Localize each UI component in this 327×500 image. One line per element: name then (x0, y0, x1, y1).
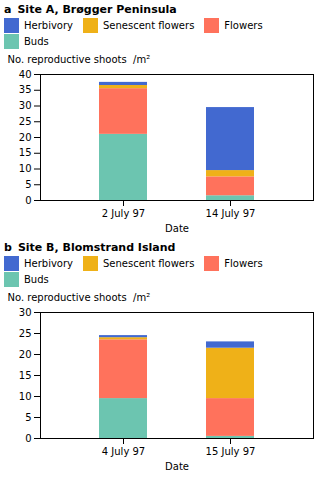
html-text:Senescent flowers: Senescent flowers (103, 257, 195, 269)
svg-text:10: 10 (19, 163, 32, 174)
html-text:Buds: Buds (24, 36, 49, 48)
svg-text:35: 35 (19, 84, 32, 95)
svg-text:5: 5 (25, 412, 31, 423)
html-text:Site B, Blomstrand Island: Site B, Blomstrand Island (17, 241, 176, 254)
svg-text:40: 40 (19, 69, 32, 80)
svg-text:30: 30 (19, 100, 32, 111)
html-text:Senescent flowers: Senescent flowers (103, 19, 195, 31)
svg-text:30: 30 (19, 307, 32, 318)
html-text:Flowers: Flowers (224, 19, 263, 31)
html-text:Site A, Brøgger Peninsula: Site A, Brøgger Peninsula (17, 3, 177, 16)
svg-text:No. reproductive shoots /m²: No. reproductive shoots /m² (8, 292, 151, 303)
html-text:Buds: Buds (24, 274, 49, 286)
svg-text:10: 10 (19, 391, 32, 402)
svg-text:No. reproductive shoots /m²: No. reproductive shoots /m² (8, 54, 151, 65)
svg-text:4 July 97: 4 July 97 (102, 446, 145, 457)
svg-text:15 July 97: 15 July 97 (206, 446, 256, 457)
html-text:Herbivory: Herbivory (24, 257, 73, 269)
html-text:Herbivory: Herbivory (24, 19, 73, 31)
svg-text:25: 25 (19, 328, 32, 339)
svg-text:15: 15 (19, 370, 32, 381)
svg-text:25: 25 (19, 116, 32, 127)
svg-text:2 July 97: 2 July 97 (102, 208, 145, 219)
html-text:Flowers: Flowers (224, 257, 263, 269)
html-text:b: b (4, 241, 12, 254)
svg-text:14 July 97: 14 July 97 (206, 208, 256, 219)
svg-text:Date: Date (165, 223, 189, 234)
svg-text:0: 0 (25, 433, 31, 444)
svg-text:0: 0 (25, 195, 31, 206)
html-text:a: a (4, 3, 12, 16)
svg-text:15: 15 (19, 147, 32, 158)
svg-text:20: 20 (19, 349, 32, 360)
svg-text:5: 5 (25, 179, 31, 190)
svg-text:Date: Date (165, 461, 189, 472)
svg-text:20: 20 (19, 132, 32, 143)
